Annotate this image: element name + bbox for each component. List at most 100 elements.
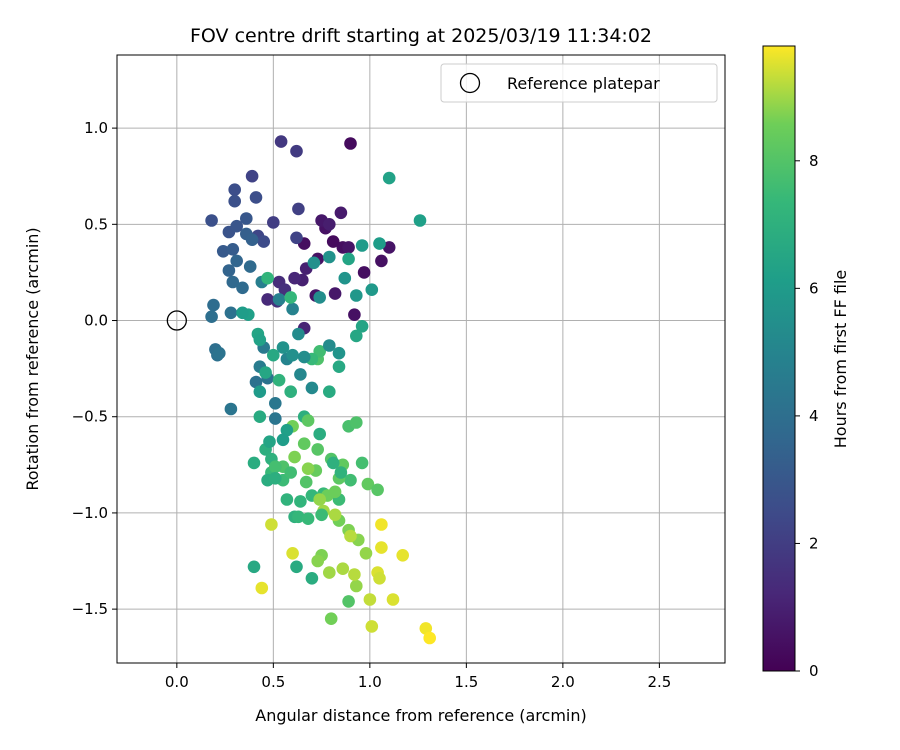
data-point	[313, 427, 327, 441]
data-point	[334, 466, 348, 479]
colorbar-tick-label: 0	[809, 662, 819, 680]
colorbar-tick-label: 8	[809, 152, 819, 170]
data-point	[332, 360, 346, 374]
data-point	[286, 348, 299, 362]
data-point	[224, 306, 238, 320]
data-point	[280, 493, 294, 506]
data-point	[290, 144, 303, 158]
data-point	[272, 293, 286, 306]
data-point	[224, 402, 238, 416]
data-point	[249, 191, 263, 204]
data-point	[259, 366, 272, 379]
data-point	[386, 593, 400, 606]
reference-layer	[166, 310, 187, 331]
data-point	[350, 579, 363, 593]
data-point	[348, 568, 361, 581]
data-point	[253, 385, 267, 399]
data-point	[350, 329, 363, 343]
data-point	[323, 250, 336, 264]
colorbar-ticks: 0 2 4 6 8	[795, 152, 819, 680]
data-point	[419, 622, 433, 635]
data-point	[205, 310, 218, 324]
y-axis-ticks: −1.5 −1.0 −0.5 0.0 0.5 1.0	[72, 119, 117, 618]
data-point	[382, 241, 396, 254]
data-point	[288, 271, 301, 285]
data-point	[326, 235, 340, 248]
data-point	[213, 346, 226, 360]
data-point	[207, 298, 220, 312]
data-point	[301, 462, 315, 476]
colorbar-tick-label: 4	[809, 407, 819, 425]
data-point	[249, 375, 263, 389]
data-point	[363, 593, 377, 606]
y-tick-label: −1.5	[72, 600, 108, 618]
data-point	[313, 493, 327, 506]
data-point	[355, 320, 369, 333]
data-point	[338, 271, 352, 285]
data-point	[357, 266, 371, 279]
data-point	[290, 560, 303, 574]
data-point	[373, 572, 386, 585]
data-point	[336, 562, 350, 575]
data-point	[216, 245, 230, 258]
data-point	[245, 169, 259, 183]
legend-box	[440, 63, 718, 103]
data-point	[382, 171, 396, 185]
x-axis-label: Angular distance from reference (arcmin)	[255, 706, 586, 725]
plot-background	[117, 55, 725, 663]
data-point	[290, 231, 303, 245]
data-point	[292, 510, 305, 524]
y-tick-label: −0.5	[72, 408, 108, 426]
data-point	[274, 135, 288, 148]
data-point	[311, 554, 325, 568]
data-point	[205, 214, 218, 227]
data-point	[261, 271, 274, 285]
data-point	[375, 518, 388, 531]
data-point	[247, 560, 261, 574]
x-tick-label: 1.0	[358, 673, 382, 691]
y-tick-label: 0.0	[84, 312, 108, 330]
grid-lines	[117, 55, 725, 663]
data-point	[371, 483, 384, 497]
data-point	[301, 512, 315, 525]
data-point	[269, 397, 282, 410]
data-point	[269, 412, 282, 425]
data-point	[313, 291, 327, 304]
data-point	[288, 450, 301, 464]
x-axis-ticks: 0.0 0.5 1.0 1.5 2.0 2.5	[165, 663, 671, 691]
data-point	[269, 460, 282, 474]
data-point	[286, 302, 299, 316]
data-point	[313, 345, 327, 358]
colorbar: 0 2 4 6 8 Hours from first FF file	[762, 45, 850, 680]
data-point	[240, 212, 253, 225]
data-point	[230, 219, 243, 233]
data-point	[226, 275, 240, 289]
reference-platepar-marker	[166, 310, 187, 331]
data-point	[222, 264, 236, 277]
data-point	[294, 368, 307, 381]
data-point	[350, 289, 363, 302]
data-point	[315, 508, 328, 522]
data-point	[323, 385, 336, 399]
y-axis-label: Rotation from reference (arcmin)	[23, 227, 42, 490]
data-point	[342, 252, 355, 266]
x-tick-label: 0.5	[261, 673, 285, 691]
data-point	[269, 472, 282, 485]
data-point	[284, 385, 298, 399]
chart-title: FOV centre drift starting at 2025/03/19 …	[190, 25, 652, 47]
data-point	[307, 256, 321, 270]
colorbar-tick-label: 6	[809, 279, 819, 297]
data-point	[361, 477, 375, 491]
data-point	[350, 416, 363, 429]
data-point	[228, 194, 241, 208]
data-point	[348, 308, 361, 322]
data-point	[334, 206, 348, 220]
data-point	[373, 237, 386, 250]
data-point	[267, 216, 280, 229]
data-point	[375, 541, 388, 554]
data-point	[236, 306, 249, 320]
data-point	[253, 410, 267, 424]
data-point	[332, 346, 346, 360]
data-point	[365, 620, 379, 633]
data-point	[276, 433, 290, 447]
